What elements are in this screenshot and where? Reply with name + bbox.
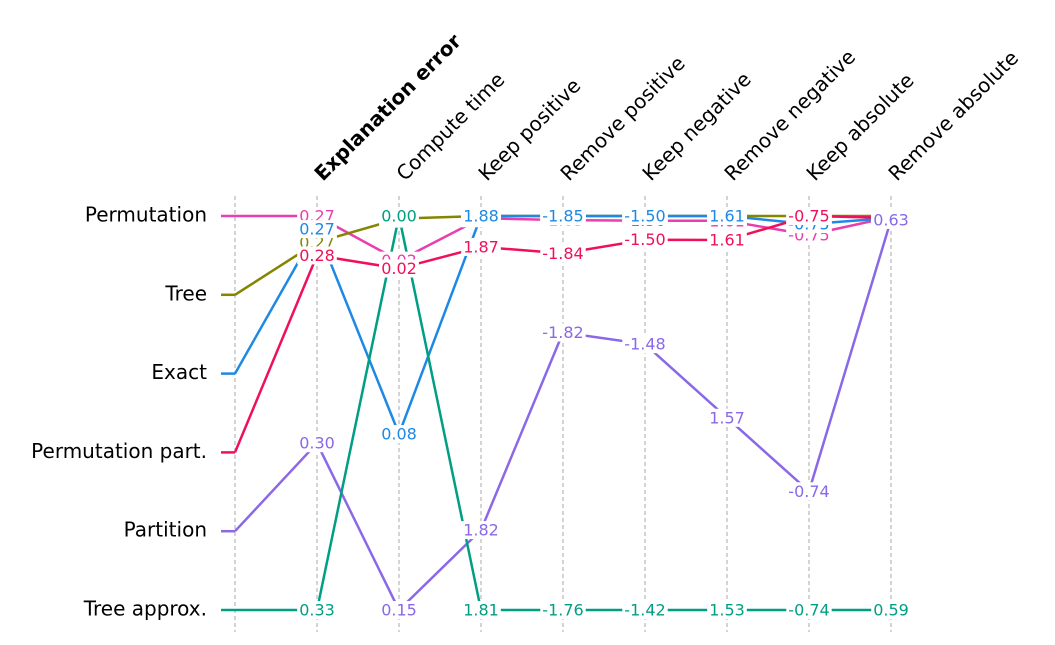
label-bg <box>297 220 337 239</box>
value-label: -1.50 <box>624 207 665 226</box>
value-label: 0.02 <box>381 259 417 278</box>
label-bg <box>379 259 419 278</box>
series-link <box>233 254 319 453</box>
value-label: 0.00 <box>381 207 417 226</box>
value-label: 1.87 <box>463 237 499 256</box>
value-label: -1.85 <box>542 207 583 226</box>
value-label: -1.82 <box>542 323 583 342</box>
value-label: -0.75 <box>788 207 829 226</box>
label-bg <box>540 323 586 342</box>
method-label: Tree <box>164 281 207 305</box>
value-label: 0.28 <box>299 246 335 265</box>
label-bg <box>297 246 337 265</box>
metric-label: Explanation error <box>309 29 466 186</box>
value-label: -1.50 <box>624 230 665 249</box>
value-label: 1.57 <box>709 408 745 427</box>
label-bg <box>540 244 586 263</box>
label-bg <box>622 207 668 225</box>
label-bg <box>786 601 832 619</box>
label-bg <box>707 408 747 427</box>
metric-label: Remove absolute <box>883 46 1023 186</box>
method-label: Exact <box>151 360 207 384</box>
series-line <box>315 214 892 438</box>
series <box>221 215 891 612</box>
label-bg <box>297 434 337 453</box>
method-label: Partition <box>124 518 207 542</box>
value-label: 0.08 <box>381 425 417 444</box>
value-label: -1.48 <box>624 335 665 354</box>
label-bg <box>707 601 747 619</box>
value-label: 0.33 <box>299 601 335 620</box>
series-link <box>234 442 318 533</box>
series-line <box>315 219 893 613</box>
method-label: Tree approx. <box>83 597 207 621</box>
value-label: -1.76 <box>542 601 583 620</box>
label-bg <box>707 207 747 225</box>
value-label: 1.61 <box>709 231 745 250</box>
label-bg <box>461 521 501 540</box>
label-bg <box>707 231 747 250</box>
label-bg <box>461 601 501 619</box>
label-bg <box>786 207 832 225</box>
value-label: 1.61 <box>709 207 745 226</box>
label-bg <box>871 601 911 619</box>
label-bg <box>871 210 911 229</box>
method-label: Permutation <box>85 203 207 227</box>
label-bg <box>622 601 668 619</box>
value-label: 1.53 <box>709 601 745 620</box>
value-label: -0.74 <box>788 601 829 620</box>
method-label: Permutation part. <box>31 439 207 463</box>
label-bg <box>461 207 501 225</box>
label-bg <box>786 482 832 501</box>
value-label: 0.30 <box>299 434 335 453</box>
label-bg <box>622 230 668 249</box>
label-bg <box>379 207 419 225</box>
label-bg <box>297 601 337 619</box>
value-label: 0.63 <box>873 210 909 229</box>
label-bg <box>622 335 668 354</box>
value-label: -0.74 <box>788 482 829 501</box>
value-label: 0.27 <box>299 220 335 239</box>
value-label: 1.82 <box>463 521 499 540</box>
value-label: -1.42 <box>624 601 665 620</box>
label-bg <box>461 237 501 256</box>
value-label: 0.15 <box>381 601 417 620</box>
label-bg <box>540 601 586 619</box>
value-label: 1.88 <box>463 207 499 226</box>
label-bg <box>379 425 419 444</box>
value-label: -1.84 <box>542 244 583 263</box>
label-bg <box>540 207 586 225</box>
series <box>221 219 893 613</box>
value-label: 1.81 <box>463 601 499 620</box>
label-bg <box>379 601 419 619</box>
value-label: 0.59 <box>873 601 909 620</box>
